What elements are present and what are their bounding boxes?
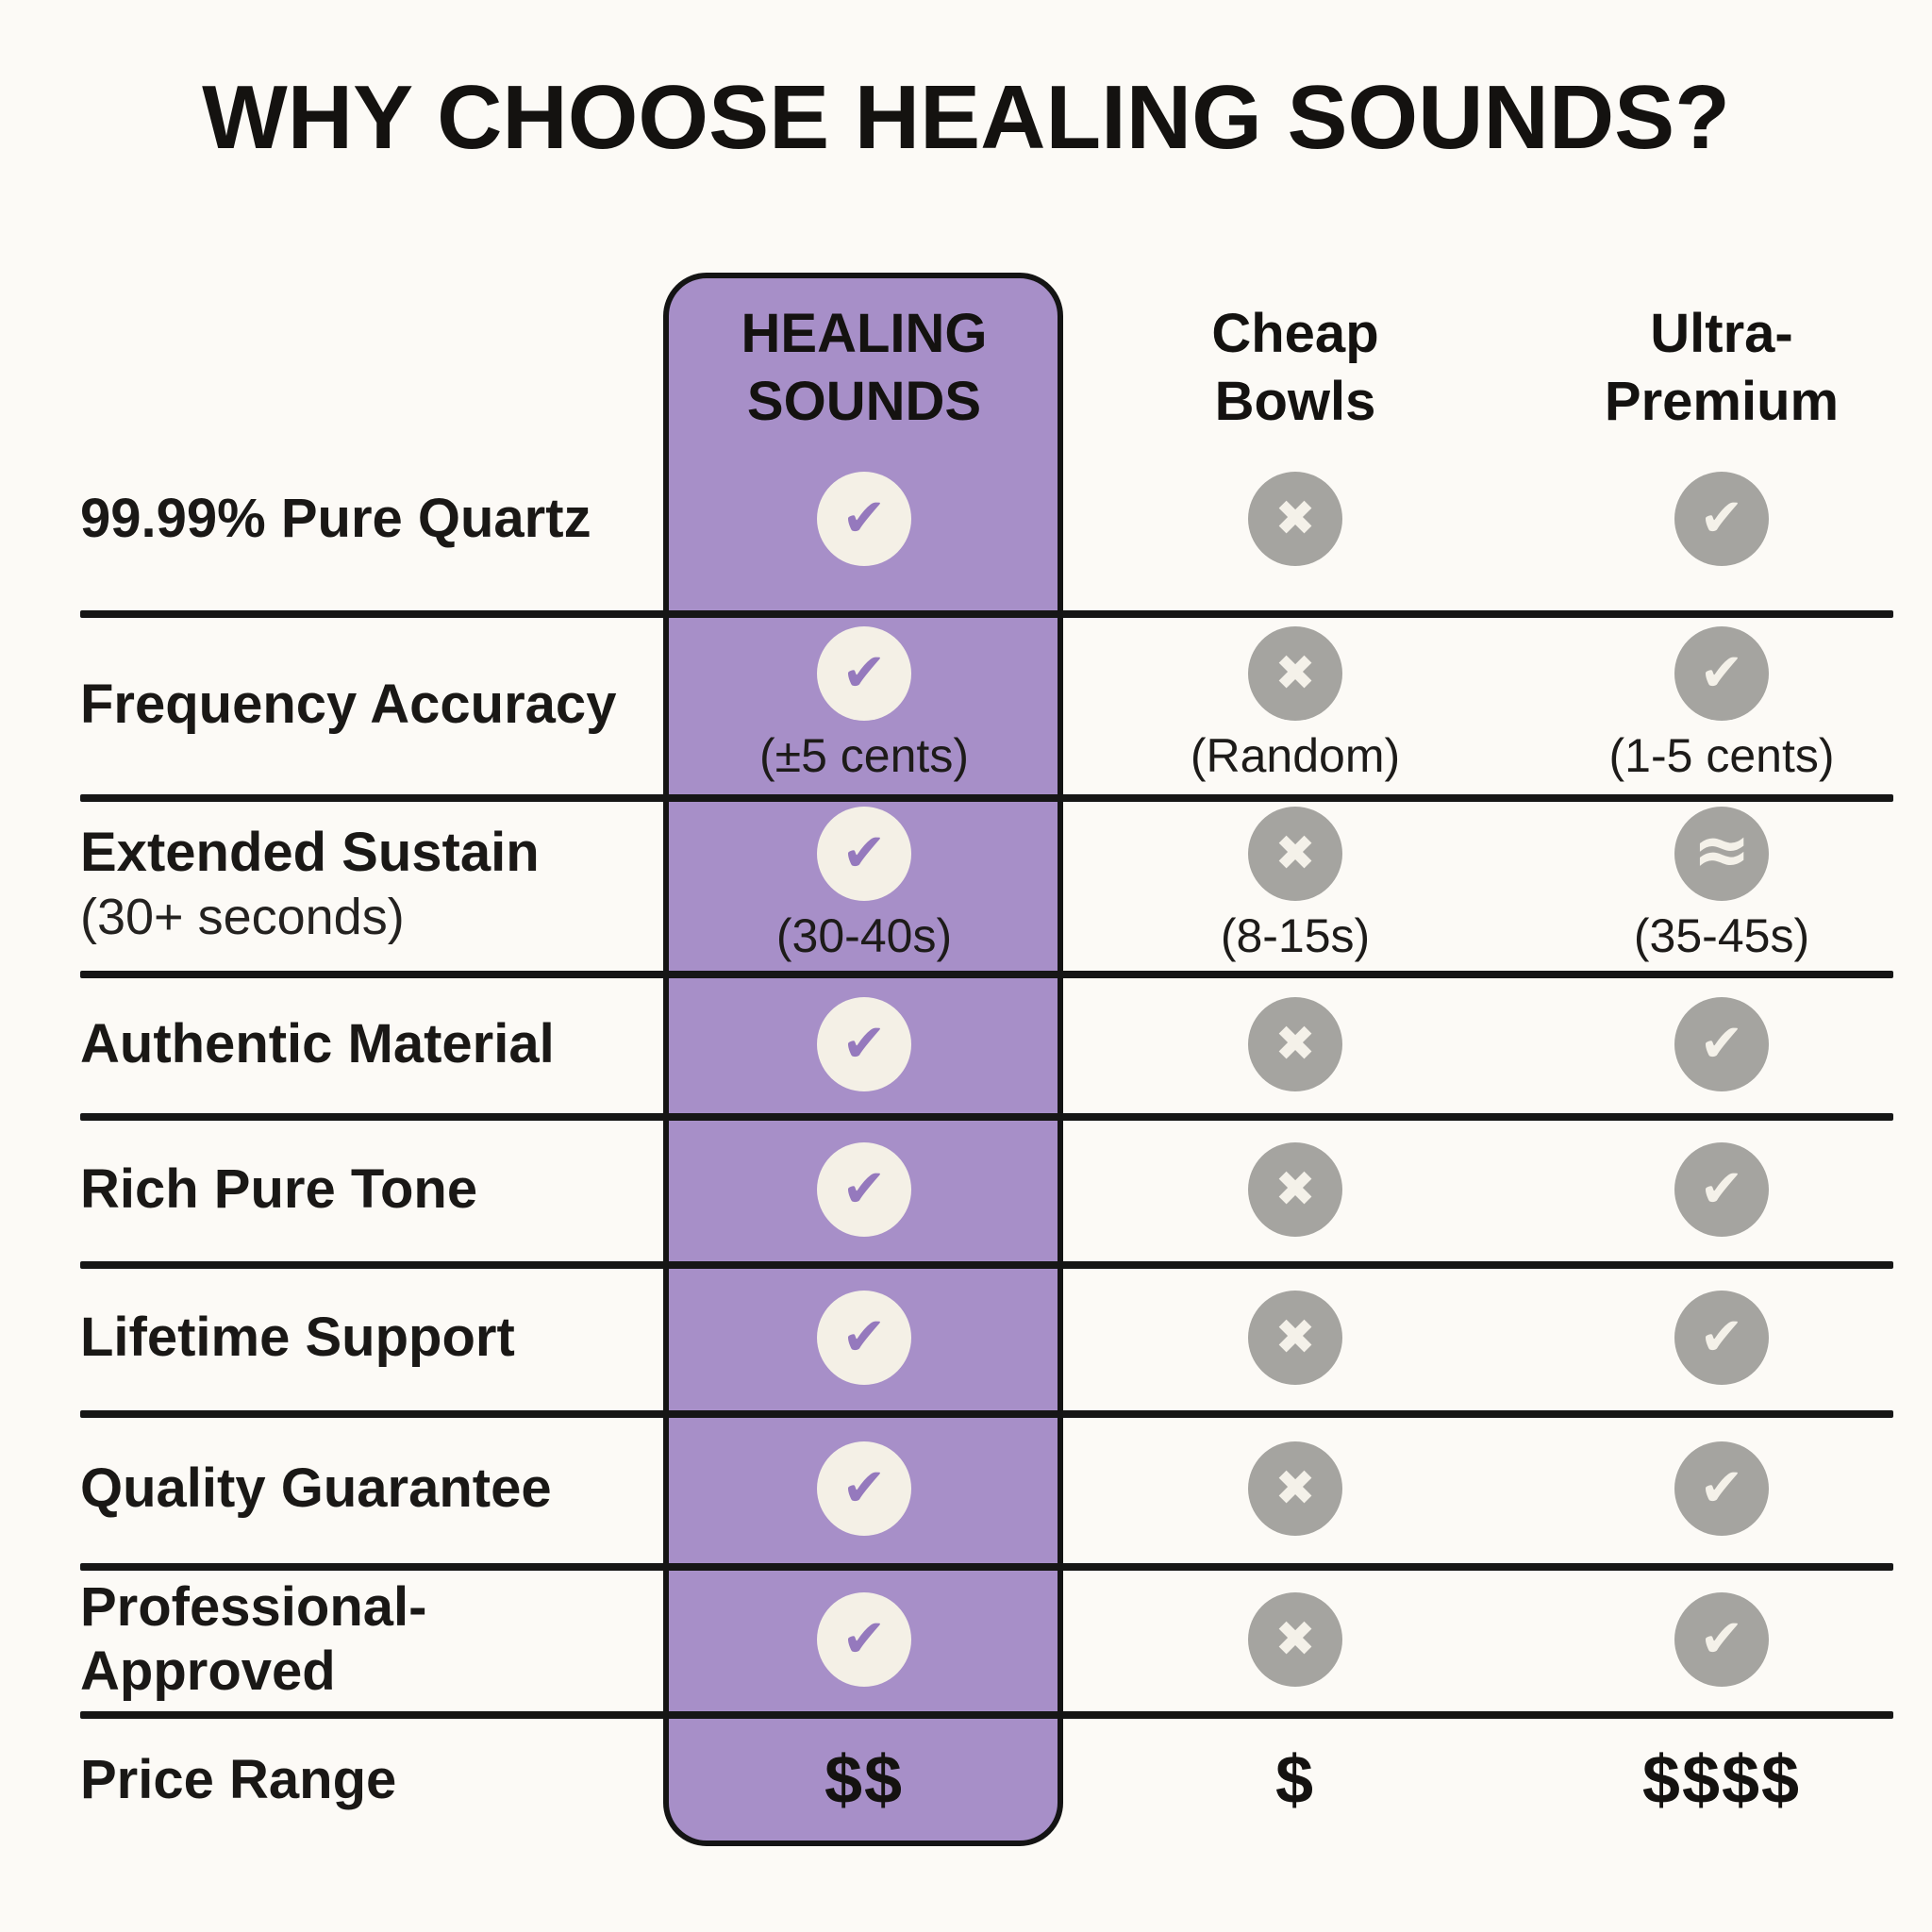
cell-healing [723, 1267, 1006, 1408]
cell-cheap: (8-15s) [1154, 800, 1437, 969]
check-icon [817, 1441, 911, 1536]
table-row: Extended Sustain (30+ seconds) (30-40s) … [0, 800, 1932, 969]
cell-ultra: (1-5 cents) [1580, 616, 1863, 792]
cross-icon [1248, 1441, 1342, 1536]
cell-cheap [1154, 1416, 1437, 1561]
row-divider [80, 971, 1893, 978]
check-icon [817, 1291, 911, 1385]
table-row: Rich Pure Tone [0, 1119, 1932, 1259]
cell-cheap [1154, 429, 1437, 608]
column-header-line: Ultra- [1650, 303, 1793, 364]
row-divider [80, 1261, 1893, 1269]
row-label: Lifetime Support [80, 1307, 515, 1368]
row-divider [80, 610, 1893, 618]
cell-cheap: $ [1154, 1717, 1437, 1843]
row-label: 99.99% Pure Quartz [80, 488, 591, 549]
row-divider [80, 794, 1893, 802]
row-divider [80, 1410, 1893, 1418]
table-row: 99.99% Pure Quartz [0, 429, 1932, 608]
column-header-line: Premium [1604, 371, 1840, 432]
cell-healing [723, 976, 1006, 1111]
table-row: Quality Guarantee [0, 1416, 1932, 1561]
row-label: Quality Guarantee [80, 1457, 552, 1519]
check-icon [1674, 625, 1769, 721]
check-icon [1674, 1591, 1769, 1687]
column-header-line: SOUNDS [746, 371, 982, 432]
row-divider [80, 1113, 1893, 1121]
cell-note: (8-15s) [1220, 908, 1371, 962]
row-divider [80, 1711, 1893, 1719]
cross-icon [1248, 625, 1342, 721]
row-label: Extended Sustain (30+ seconds) [80, 821, 540, 945]
cell-healing: $$ [723, 1717, 1006, 1843]
cross-icon [1248, 472, 1342, 566]
price-value: $$ [824, 1742, 905, 1818]
table-row: Price Range $$ $ $$$$ [0, 1717, 1932, 1843]
cross-icon [1248, 1141, 1342, 1237]
cell-healing: (±5 cents) [723, 616, 1006, 792]
check-icon [1674, 472, 1769, 566]
cell-ultra [1580, 1267, 1863, 1408]
cell-note: (±5 cents) [759, 728, 969, 782]
cross-icon [1248, 806, 1342, 901]
cell-ultra [1580, 1416, 1863, 1561]
column-header-line: HEALING [741, 303, 988, 364]
table-row: Authentic Material [0, 976, 1932, 1111]
cell-healing [723, 1416, 1006, 1561]
row-label: Authentic Material [80, 1012, 555, 1074]
cell-healing [723, 429, 1006, 608]
cell-ultra: (35-45s) [1580, 800, 1863, 969]
column-header-cheap-bowls: Cheap Bowls [1107, 300, 1484, 441]
check-icon [817, 1591, 911, 1687]
cell-ultra [1580, 1119, 1863, 1259]
cell-cheap [1154, 976, 1437, 1111]
check-icon [1674, 996, 1769, 1091]
cell-ultra [1580, 976, 1863, 1111]
cell-healing [723, 1569, 1006, 1709]
check-icon [1674, 1141, 1769, 1237]
check-icon [817, 625, 911, 721]
row-label: Frequency Accuracy [80, 673, 617, 735]
page-title: WHY CHOOSE HEALING SOUNDS? [202, 67, 1730, 168]
column-header-line: Cheap [1211, 303, 1379, 364]
price-value: $ [1274, 1742, 1316, 1818]
cross-icon [1248, 996, 1342, 1091]
cell-cheap [1154, 1267, 1437, 1408]
cell-ultra [1580, 1569, 1863, 1709]
column-header-ultra-premium: Ultra- Premium [1533, 300, 1910, 441]
approx-icon [1674, 806, 1769, 901]
row-label: Price Range [80, 1749, 397, 1810]
cell-note: (1-5 cents) [1608, 728, 1835, 782]
row-label: Professional-Approved [80, 1575, 427, 1702]
column-header-healing-sounds: HEALING SOUNDS [675, 300, 1053, 441]
table-row: Lifetime Support [0, 1267, 1932, 1408]
cell-note: (Random) [1190, 728, 1401, 782]
cell-note: (30-40s) [775, 908, 953, 962]
cell-note: (35-45s) [1633, 908, 1810, 962]
cross-icon [1248, 1291, 1342, 1385]
check-icon [1674, 1291, 1769, 1385]
price-value: $$$$ [1641, 1742, 1802, 1818]
cell-ultra [1580, 429, 1863, 608]
check-icon [1674, 1441, 1769, 1536]
row-label: Rich Pure Tone [80, 1158, 478, 1220]
cell-ultra: $$$$ [1580, 1717, 1863, 1843]
check-icon [817, 1141, 911, 1237]
check-icon [817, 806, 911, 901]
cell-cheap [1154, 1119, 1437, 1259]
table-row: Frequency Accuracy (±5 cents) (Random) (… [0, 616, 1932, 792]
cell-healing [723, 1119, 1006, 1259]
row-divider [80, 1563, 1893, 1571]
cell-healing: (30-40s) [723, 800, 1006, 969]
cell-cheap [1154, 1569, 1437, 1709]
column-header-line: Bowls [1214, 371, 1376, 432]
check-icon [817, 472, 911, 566]
check-icon [817, 996, 911, 1091]
cell-cheap: (Random) [1154, 616, 1437, 792]
table-row: Professional-Approved [0, 1569, 1932, 1709]
cross-icon [1248, 1591, 1342, 1687]
